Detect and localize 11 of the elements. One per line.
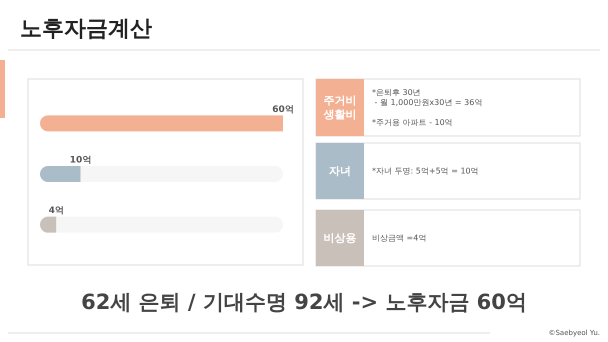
data-label: 60억	[272, 104, 294, 115]
data-label: 10억	[70, 156, 92, 166]
text: *자녀 두명: 5억+5억 = 10억	[372, 166, 479, 176]
text: *은퇴후 30년 - 월 1,000만원x30년 = 36억 *주거용 아파트 - 10억	[372, 88, 482, 127]
text: 비상금액 =4억	[372, 234, 426, 242]
text: 비상용	[324, 232, 356, 244]
text: 주거비 생활비	[322, 94, 356, 121]
text: 62세 은퇴 / 기대수명 92세 -> 노후자금 60억	[81, 290, 527, 314]
chart-title: 노후자금계산	[20, 16, 152, 42]
text: 자녀	[329, 164, 351, 178]
data-label: 4억	[48, 206, 64, 216]
